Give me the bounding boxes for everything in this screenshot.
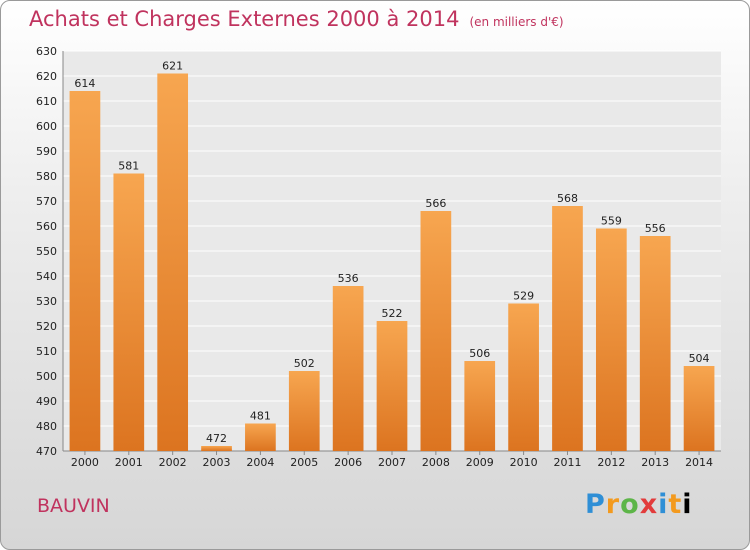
logo-letter: i [658,489,669,520]
x-tick-label: 2014 [685,456,713,469]
bar-value-label: 529 [513,290,534,303]
logo-letter: r [605,489,621,520]
bar-value-label: 504 [689,352,710,365]
logo-letter: x [639,489,659,520]
x-tick-label: 2013 [641,456,669,469]
bar-value-label: 522 [382,307,403,320]
logo-letter: P [585,489,606,520]
y-tick-label: 480 [36,420,57,433]
bar [288,371,320,451]
bar-value-label: 581 [118,160,139,173]
x-tick-label: 2004 [246,456,274,469]
x-tick-label: 2003 [203,456,231,469]
logo-letter: o [620,489,640,520]
bar [552,206,583,451]
bar [245,423,276,451]
y-tick-label: 550 [36,245,57,258]
bar [332,286,364,451]
x-tick-label: 2009 [466,456,494,469]
y-tick-label: 600 [36,120,57,133]
logo-letter: i [682,489,693,520]
x-tick-label: 2005 [290,456,318,469]
y-tick-label: 530 [36,295,57,308]
bar-value-label: 502 [294,357,315,370]
y-tick-label: 610 [36,95,57,108]
y-tick-label: 490 [36,395,57,408]
y-tick-label: 570 [36,195,57,208]
y-tick-label: 500 [36,370,57,383]
bar-value-label: 621 [162,60,183,73]
x-tick-label: 2001 [115,456,143,469]
x-tick-label: 2011 [553,456,581,469]
y-tick-label: 560 [36,220,57,233]
bar-value-label: 614 [74,77,95,90]
x-tick-label: 2006 [334,456,362,469]
bar-value-label: 536 [338,272,359,285]
x-tick-label: 2007 [378,456,406,469]
bar [201,446,232,451]
x-tick-label: 2008 [422,456,450,469]
chart-title: Achats et Charges Externes 2000 à 2014 (e… [29,7,564,31]
bar-value-label: 506 [469,347,490,360]
bar [113,173,145,451]
y-tick-label: 520 [36,320,57,333]
logo-letter: t [668,489,683,520]
x-tick-label: 2012 [597,456,625,469]
y-tick-label: 620 [36,70,57,83]
y-tick-label: 470 [36,445,57,458]
x-tick-label: 2000 [71,456,99,469]
bar [683,366,715,451]
x-tick-label: 2002 [159,456,187,469]
y-tick-label: 630 [36,45,57,58]
bar-value-label: 556 [645,222,666,235]
chart-subtitle: (en milliers d'€) [469,15,564,29]
y-tick-label: 510 [36,345,57,358]
bar [464,361,496,451]
bar [157,73,189,451]
bar [639,236,671,451]
bar-value-label: 566 [425,197,446,210]
town-name: BAUVIN [37,495,110,517]
bar-value-label: 559 [601,215,622,228]
bar [69,91,101,451]
proxiti-logo: Proxiti [585,489,693,520]
y-tick-label: 540 [36,270,57,283]
y-tick-label: 590 [36,145,57,158]
bar-value-label: 481 [250,410,271,423]
y-tick-label: 580 [36,170,57,183]
bar [595,228,627,451]
bar-value-label: 568 [557,192,578,205]
x-tick-label: 2010 [510,456,538,469]
bar [376,321,408,451]
chart-title-text: Achats et Charges Externes 2000 à 2014 [29,7,460,31]
bar [420,211,452,451]
bar-value-label: 472 [206,432,227,445]
bar [508,303,539,451]
